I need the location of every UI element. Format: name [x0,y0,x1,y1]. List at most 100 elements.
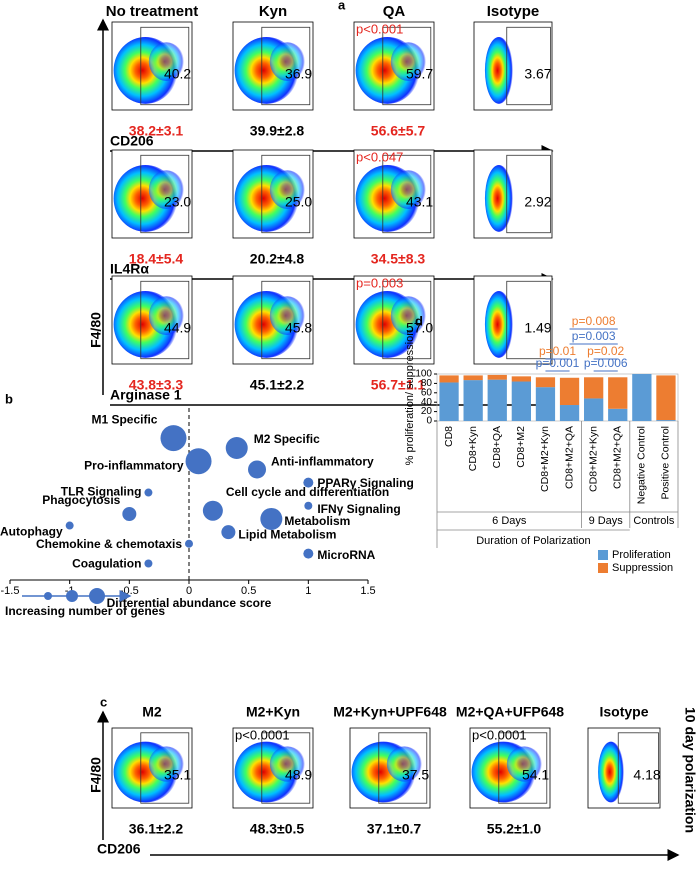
bubble [185,539,193,548]
density [506,746,542,782]
stat: 34.5±8.3 [371,251,426,267]
y-tick-label: 20 [421,406,433,417]
column-title: M2+Kyn [246,704,300,720]
y-tick-label: 0 [426,416,432,427]
density [148,170,184,209]
gate-value: 59.7 [406,66,433,82]
bubble [248,460,267,479]
gate [140,732,190,804]
column-title: QA [383,3,406,20]
point-label: M2 Specific [254,432,320,446]
bar-segment [511,376,531,382]
annotation: p=0.01 [539,344,576,358]
density [390,296,426,335]
bubble [202,500,223,521]
bar-segment [439,375,459,383]
bar-segment [608,377,628,409]
group-label: 6 Days [492,515,527,527]
point-label: M1 Specific [91,412,157,426]
x-tick-label: CD8+QA [491,426,503,468]
side-label: 10 day polarization [682,707,698,833]
legend-swatch [598,550,608,560]
point-label: MicroRNA [317,548,375,562]
x-tick-label: -1.5 [1,585,20,597]
y-tick-label: 60 [421,387,433,398]
gate [140,154,190,234]
axis-label: CD206 [97,841,141,857]
bubble [303,477,314,488]
gate-value: 25.0 [285,194,312,210]
bar-segment [439,382,459,421]
bubble [160,425,187,452]
legend-label: Increasing number of genes [5,604,165,618]
axis-label: IL4Rα [110,261,149,277]
column-title: M2+Kyn+UPF648 [333,704,447,720]
x-tick-label: CD8+M2+QA [563,426,575,489]
density [269,42,305,81]
bubble [122,507,137,521]
gate-value: 40.2 [164,66,191,82]
bar-segment [559,377,580,406]
p-value: p=0.003 [356,275,403,290]
point-label: Lipid Metabolism [238,527,336,541]
y-axis-label: F4/80 [88,757,104,793]
annotation: p=0.006 [584,356,628,370]
y-tick-label: 80 [421,378,433,389]
gate-value: 37.5 [402,767,429,783]
bubble [303,548,314,559]
gate [261,154,311,234]
density [484,290,513,358]
bar-segment [487,379,507,421]
bar-segment [487,374,507,380]
bar-segment [656,420,676,421]
stat: 39.9±2.8 [250,123,305,139]
column-title: No treatment [106,3,199,20]
y-axis-label: F4/80 [88,312,104,348]
density [390,42,426,81]
density [269,296,305,335]
gate-value: 35.1 [164,767,191,783]
x-tick-label: CD8+M2+Kyn [539,426,551,492]
plot-frame [436,373,679,422]
density [148,296,184,335]
stat: 36.1±2.2 [129,821,184,837]
x-tick-label: CD8+M2+Kyn [587,426,599,492]
group-label: 9 Days [589,515,624,527]
p-value: p<0.0001 [235,727,290,742]
x-tick-label: CD8+M2+QA [612,426,624,489]
gate-value: 48.9 [285,767,312,783]
stat: 55.2±1.0 [487,821,542,837]
bubble [260,507,283,530]
legend-label: Proliferation [612,549,671,561]
y-axis-title: % proliferation/ suppression [404,330,416,466]
group-label: Controls [633,515,674,527]
gate-value: 1.49 [524,320,551,336]
panel-label: c [100,694,107,709]
density [484,36,513,104]
density [269,746,305,782]
legend-bubble [66,590,78,602]
gate-value: 54.1 [522,767,549,783]
annotation: p=0.001 [536,356,580,370]
legend-swatch [598,563,608,573]
bar-segment [584,398,604,421]
x-tick-label: 1 [305,585,311,597]
gate-value: 44.9 [164,320,191,336]
density [269,170,305,209]
bar-segment [632,374,652,421]
bubble [304,501,313,510]
column-title: Isotype [599,704,648,720]
x-tick-label: 1.5 [360,585,375,597]
bubble [221,525,236,540]
x-tick-label: Positive Control [660,426,672,500]
density [386,746,422,782]
density [598,741,624,803]
p-value: p<0.001 [356,21,403,36]
bubble [185,448,212,475]
bar-segment [656,375,676,421]
legend-bubble [44,592,52,600]
bar-segment [535,377,556,388]
gate [506,26,551,106]
x-tick-label: Negative Control [636,426,648,504]
gate [261,732,311,804]
